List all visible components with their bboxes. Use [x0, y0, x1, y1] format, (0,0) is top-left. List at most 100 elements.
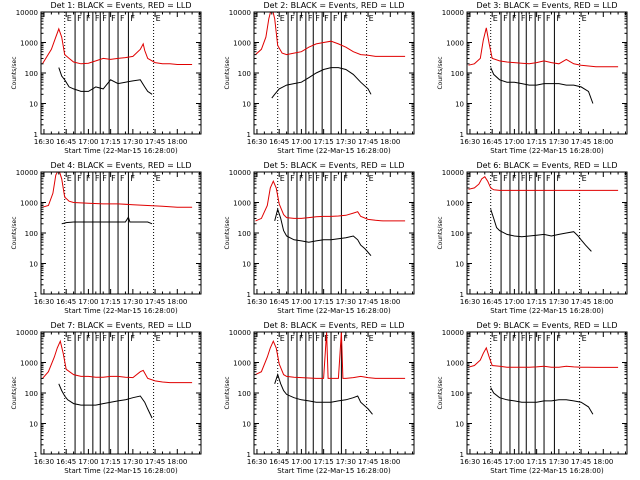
y-tick-label: 10000	[229, 329, 251, 337]
marker-letter: F	[315, 334, 320, 343]
x-tick-label: 17:00	[504, 138, 524, 146]
series-line-events	[58, 383, 153, 419]
x-tick-label: 18:00	[167, 458, 187, 466]
y-tick-label: 100	[25, 390, 38, 398]
y-tick-label: 1	[247, 131, 251, 139]
series-line-lld	[42, 27, 193, 65]
marker-letter: E	[280, 14, 285, 23]
x-axis-label: Start Time (22-Mar-15 16:28:00)	[277, 307, 391, 315]
x-axis-label: Start Time (22-Mar-15 16:28:00)	[277, 147, 391, 155]
x-tick-label: 17:15	[101, 458, 121, 466]
y-tick-label: 10000	[442, 169, 464, 177]
marker-letter: F	[111, 14, 116, 23]
series-line-events	[490, 387, 594, 415]
x-tick-label: 18:00	[167, 138, 187, 146]
marker-letter: F	[343, 334, 348, 343]
y-tick-label: 1	[460, 291, 464, 299]
chart-title: Det 9: BLACK = Events, RED = LLD	[477, 321, 618, 330]
marker-letter: F	[512, 174, 517, 183]
y-tick-label: 1	[247, 291, 251, 299]
x-tick-label: 17:30	[336, 298, 356, 306]
series-line-events	[271, 67, 372, 99]
series-line-lld	[468, 175, 619, 191]
marker-letter: E	[280, 174, 285, 183]
x-tick-label: 16:30	[460, 458, 480, 466]
marker-letter: E	[156, 334, 161, 343]
x-tick-label: 17:30	[123, 298, 143, 306]
marker-letter: F	[77, 334, 82, 343]
x-tick-label: 16:45	[56, 138, 76, 146]
marker-letter: E	[67, 14, 72, 23]
x-tick-label: 18:00	[380, 298, 400, 306]
marker-letter: F	[537, 174, 542, 183]
series-line-events	[490, 209, 592, 252]
marker-letter: F	[324, 174, 329, 183]
series-line-lld	[468, 27, 619, 68]
marker-letter: F	[512, 334, 517, 343]
x-tick-label: 17:00	[291, 138, 311, 146]
x-tick-label: 17:30	[549, 298, 569, 306]
marker-letter: F	[343, 174, 348, 183]
y-tick-label: 100	[25, 70, 38, 78]
marker-letter: E	[67, 334, 72, 343]
y-tick-label: 10	[242, 261, 251, 269]
x-tick-label: 17:00	[504, 298, 524, 306]
marker-letter: F	[546, 334, 551, 343]
series-line-lld	[255, 179, 406, 222]
y-tick-label: 10	[242, 101, 251, 109]
marker-letter: F	[130, 334, 135, 343]
series-group	[42, 172, 193, 225]
series-line-lld	[42, 172, 193, 208]
marker-letter: F	[546, 174, 551, 183]
x-tick-label: 16:45	[482, 138, 502, 146]
chart-title: Det 7: BLACK = Events, RED = LLD	[51, 321, 192, 330]
marker-letter: F	[528, 334, 533, 343]
y-tick-label: 1000	[446, 40, 464, 48]
x-tick-label: 17:45	[571, 138, 591, 146]
x-tick-label: 16:45	[269, 298, 289, 306]
y-tick-label: 10	[242, 421, 251, 429]
y-tick-label: 100	[238, 70, 251, 78]
x-tick-label: 16:30	[247, 298, 267, 306]
series-line-events	[61, 216, 153, 225]
series-group	[255, 12, 406, 99]
marker-letter: F	[521, 334, 526, 343]
marker-letter: F	[503, 334, 508, 343]
marker-letter: F	[102, 334, 107, 343]
marker-letter: F	[299, 14, 304, 23]
marker-letter: F	[77, 14, 82, 23]
y-tick-label: 10	[455, 421, 464, 429]
marker-letter: E	[67, 174, 72, 183]
marker-letter: F	[556, 334, 561, 343]
x-tick-label: 16:45	[482, 458, 502, 466]
series-group	[42, 27, 193, 95]
marker-letter: F	[120, 334, 125, 343]
x-tick-label: 18:00	[167, 298, 187, 306]
x-tick-label: 17:45	[145, 298, 165, 306]
series-group	[468, 27, 619, 104]
x-tick-label: 17:45	[571, 298, 591, 306]
x-tick-label: 17:30	[336, 138, 356, 146]
x-axis-label: Start Time (22-Mar-15 16:28:00)	[490, 467, 604, 475]
x-tick-label: 16:30	[247, 458, 267, 466]
marker-letter: F	[102, 174, 107, 183]
marker-letter: F	[333, 334, 338, 343]
x-axis-label: Start Time (22-Mar-15 16:28:00)	[64, 307, 178, 315]
marker-letter: F	[537, 14, 542, 23]
marker-letter: F	[333, 174, 338, 183]
x-tick-label: 16:45	[269, 458, 289, 466]
marker-letter: E	[156, 174, 161, 183]
chart-title: Det 6: BLACK = Events, RED = LLD	[477, 161, 618, 170]
x-tick-label: 18:00	[593, 138, 613, 146]
marker-letter: F	[95, 334, 100, 343]
y-axis-label: Counts/sec	[224, 216, 231, 249]
y-tick-label: 10000	[442, 329, 464, 337]
chart-title: Det 5: BLACK = Events, RED = LLD	[264, 161, 405, 170]
marker-letter: F	[528, 14, 533, 23]
marker-letter: F	[315, 14, 320, 23]
chart-title: Det 2: BLACK = Events, RED = LLD	[264, 1, 405, 10]
marker-letter: E	[156, 14, 161, 23]
